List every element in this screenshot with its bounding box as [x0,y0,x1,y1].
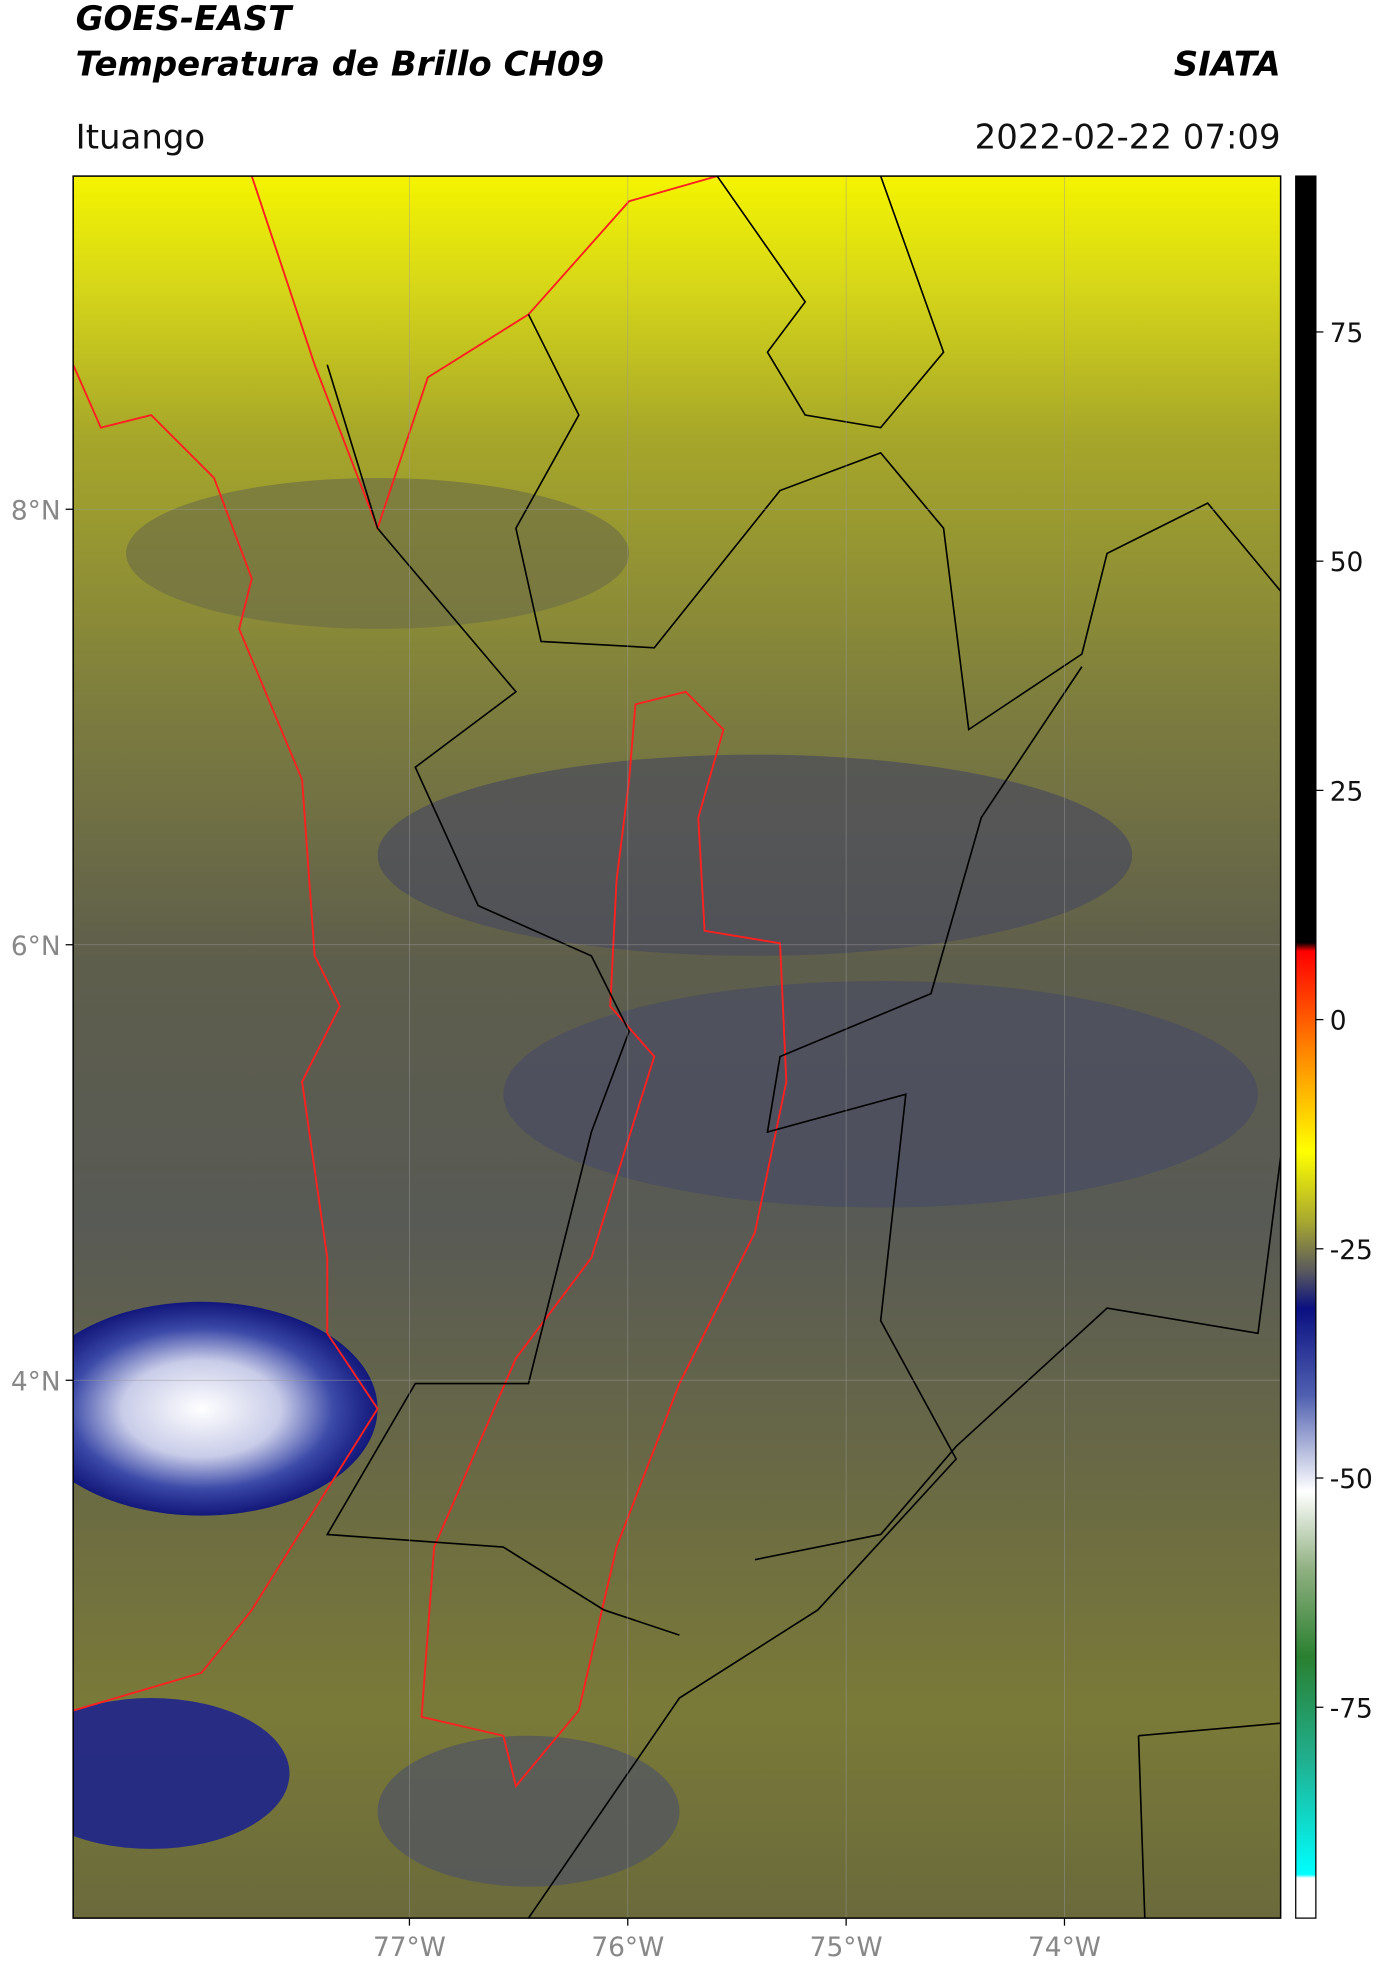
colorbar-tick-label: -50 [1330,1464,1373,1495]
region-border [420,690,788,1789]
y-tick-label: 8°N [11,495,61,526]
map-frame [72,175,1282,1919]
colorbar-tick-label: -75 [1330,1693,1373,1724]
cold-area [503,981,1258,1208]
colorbar-tick-label: 25 [1330,776,1364,807]
datetime: 2022-02-22 07:09 [975,117,1281,157]
admin-border [325,364,680,1636]
cold-area [377,754,1133,956]
cold-area [377,1735,680,1887]
tick-layer: 77°W 76°W 75°W 74°W 8°N 6°N 4°N 75 50 25 0 -25 -50 -7… [11,318,1373,1963]
cloud [73,1698,290,1849]
admin-border [754,1157,1281,1561]
x-tick-label: 74°W [1028,1932,1101,1963]
coastline [73,364,379,1712]
cloud [73,1301,378,1516]
x-tick-label: 76°W [591,1932,664,1963]
colorbar-tick-label: -25 [1330,1235,1373,1266]
coastline [250,176,718,532]
title: GOES-EAST [76,0,294,39]
source: SIATA [1174,44,1281,84]
admin-border [527,666,1083,1919]
x-tick-label: 77°W [373,1932,446,1963]
colorbar-tick-label: 75 [1330,318,1364,349]
colorbar-tick-label: 0 [1330,1006,1347,1037]
y-tick-label: 4°N [11,1366,61,1397]
admin-border [716,176,945,429]
admin-border [1137,1722,1281,1919]
cold-area [126,477,630,629]
colorbar-tick-label: 50 [1330,547,1364,578]
colorbar [1295,175,1317,1919]
graticule [73,176,1281,1919]
admin-border [515,314,1281,731]
y-tick-label: 6°N [11,931,61,962]
map-image [73,176,1281,1919]
location: Ituango [76,117,206,157]
subtitle: Temperatura de Brillo CH09 [76,44,604,84]
x-tick-label: 75°W [810,1932,883,1963]
